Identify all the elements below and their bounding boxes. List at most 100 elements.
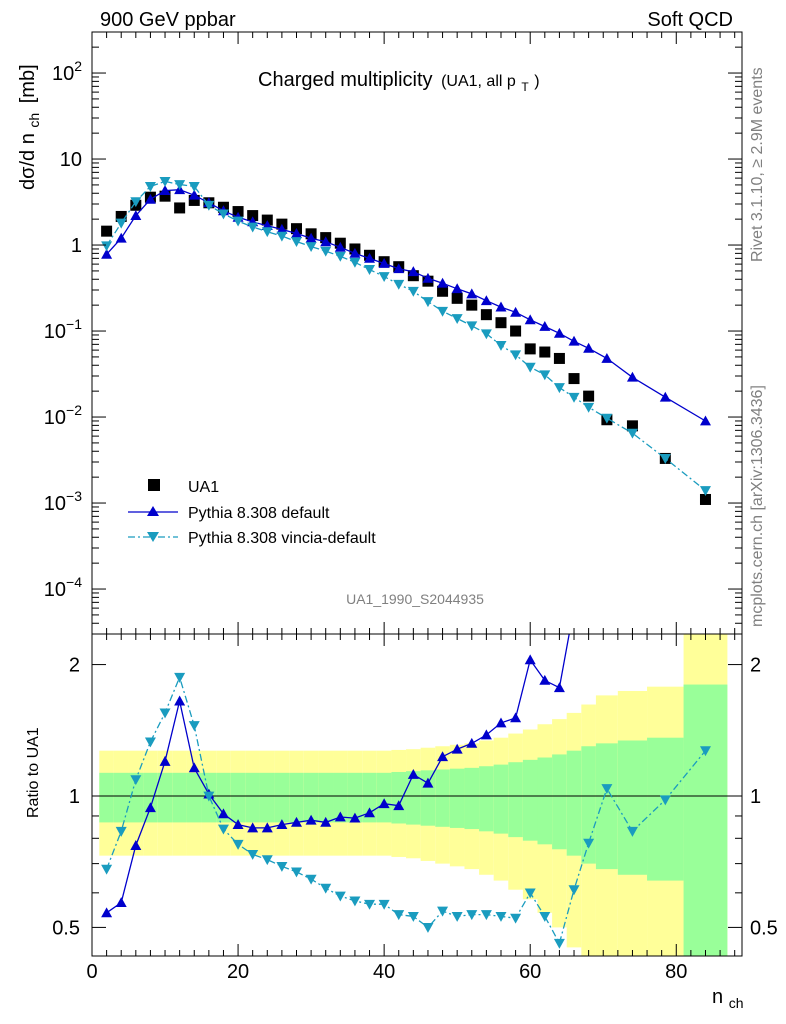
band-inner <box>581 746 596 864</box>
main-point-default <box>115 232 127 243</box>
x-tick-label: 40 <box>373 961 395 983</box>
ratio-y-tick-label-right: 0.5 <box>750 917 778 939</box>
band-inner <box>683 684 728 956</box>
ratio-point-default <box>247 822 259 833</box>
main-point-vincia <box>305 242 317 253</box>
band-inner <box>157 772 173 823</box>
ratio-point-default <box>553 682 565 693</box>
main-point-vincia <box>188 182 200 192</box>
band-inner <box>143 772 158 823</box>
main-series-UA1 <box>101 190 711 505</box>
main-point-ua1 <box>553 352 565 364</box>
main-point-default <box>378 257 390 268</box>
main-point-default <box>393 263 405 274</box>
band-inner <box>406 771 421 825</box>
ratio-point-default <box>349 812 361 823</box>
main-point-ua1 <box>466 299 478 311</box>
ratio-point-default <box>407 769 419 779</box>
main-point-vincia <box>659 454 671 464</box>
ratio-point-default <box>437 751 449 762</box>
ratio-point-vincia <box>568 885 580 896</box>
band-inner <box>435 769 450 827</box>
chart-title-sub-index: T <box>521 80 529 94</box>
x-tick-label: 20 <box>227 961 249 983</box>
band-inner <box>647 737 684 881</box>
main-point-ua1 <box>247 210 259 222</box>
ratio-point-vincia <box>699 746 711 757</box>
ratio-point-vincia <box>144 737 156 748</box>
main-point-default <box>422 272 434 283</box>
ratio-point-default <box>232 819 244 829</box>
ratio-y-tick-label-right: 1 <box>750 786 761 808</box>
main-point-vincia <box>601 413 613 424</box>
ratio-point-default <box>130 840 142 850</box>
ratio-point-vincia <box>451 911 463 922</box>
main-point-ua1 <box>480 309 492 321</box>
main-point-ua1 <box>188 194 200 206</box>
x-tick-label: 80 <box>665 961 687 983</box>
ratio-y-tick-label-left: 1 <box>69 786 80 808</box>
ratio-point-vincia <box>247 849 259 860</box>
band-inner <box>113 772 129 823</box>
main-point-default <box>583 342 595 353</box>
main-point-ua1 <box>437 285 449 297</box>
main-point-default <box>101 248 113 259</box>
ratio-point-vincia <box>320 883 332 894</box>
y-tick-label: 10−4 <box>44 574 82 601</box>
main-point-ua1 <box>174 202 186 214</box>
ratio-point-vincia <box>130 775 142 786</box>
ratio-series-vincia <box>101 672 711 949</box>
ratio-y-tick-label-left: 0.5 <box>52 917 80 939</box>
main-point-default <box>334 241 346 252</box>
main-point-default <box>568 335 580 346</box>
tick-labels: 0 20 40 60 80 102 10 1 10−1 10−2 10−3 10−4 0.5 0.5 1 1 2… <box>44 58 778 983</box>
y-tick-label: 10−3 <box>44 488 82 515</box>
main-line-default <box>106 189 706 422</box>
ratio-point-vincia <box>290 867 302 878</box>
main-point-default <box>437 277 449 288</box>
main-point-vincia <box>247 222 259 233</box>
main-point-default <box>524 314 536 325</box>
main-point-vincia <box>217 209 229 220</box>
ratio-point-vincia <box>524 888 536 899</box>
ratio-point-vincia <box>437 906 449 917</box>
band-inner <box>259 772 275 823</box>
chart-title: Charged multiplicity (UA1, all p T ) <box>258 69 540 96</box>
main-point-default <box>480 295 492 306</box>
main-point-default <box>276 223 288 234</box>
band-inner <box>508 762 523 838</box>
x-axis-label-main: n <box>712 986 723 1008</box>
ratio-point-default <box>422 777 434 788</box>
band-inner <box>289 772 304 823</box>
main-point-vincia <box>174 180 186 191</box>
main-point-vincia <box>203 200 215 211</box>
main-point-vincia <box>320 246 332 257</box>
ratio-point-vincia <box>407 911 419 922</box>
ratio-point-vincia <box>510 913 522 924</box>
ratio-y-axis-label: Ratio to UA1 <box>25 727 42 818</box>
band-inner <box>479 766 494 832</box>
main-point-vincia <box>524 362 536 373</box>
chart-title-main: Charged multiplicity <box>258 69 433 91</box>
ratio-point-default <box>305 814 317 825</box>
legend-label-ua1: UA1 <box>188 479 219 496</box>
band-inner <box>537 757 553 845</box>
ratio-point-default <box>364 807 376 818</box>
band-inner <box>449 768 465 828</box>
main-point-ua1 <box>524 343 536 355</box>
legend-marker-default <box>147 506 159 516</box>
main-point-default <box>659 391 671 402</box>
band-inner <box>391 771 407 824</box>
x-axis-label: n ch <box>712 986 743 1011</box>
band-inner <box>318 772 334 823</box>
ratio-point-vincia <box>601 784 613 795</box>
ratio-point-vincia <box>188 721 200 732</box>
series-layer <box>101 176 711 949</box>
ratio-point-default <box>144 802 156 813</box>
main-point-ua1 <box>583 390 595 402</box>
band-inner <box>522 759 538 841</box>
main-point-vincia <box>407 286 419 297</box>
main-point-vincia <box>437 306 449 317</box>
ratio-point-default <box>378 798 390 809</box>
main-point-vincia <box>290 237 302 247</box>
